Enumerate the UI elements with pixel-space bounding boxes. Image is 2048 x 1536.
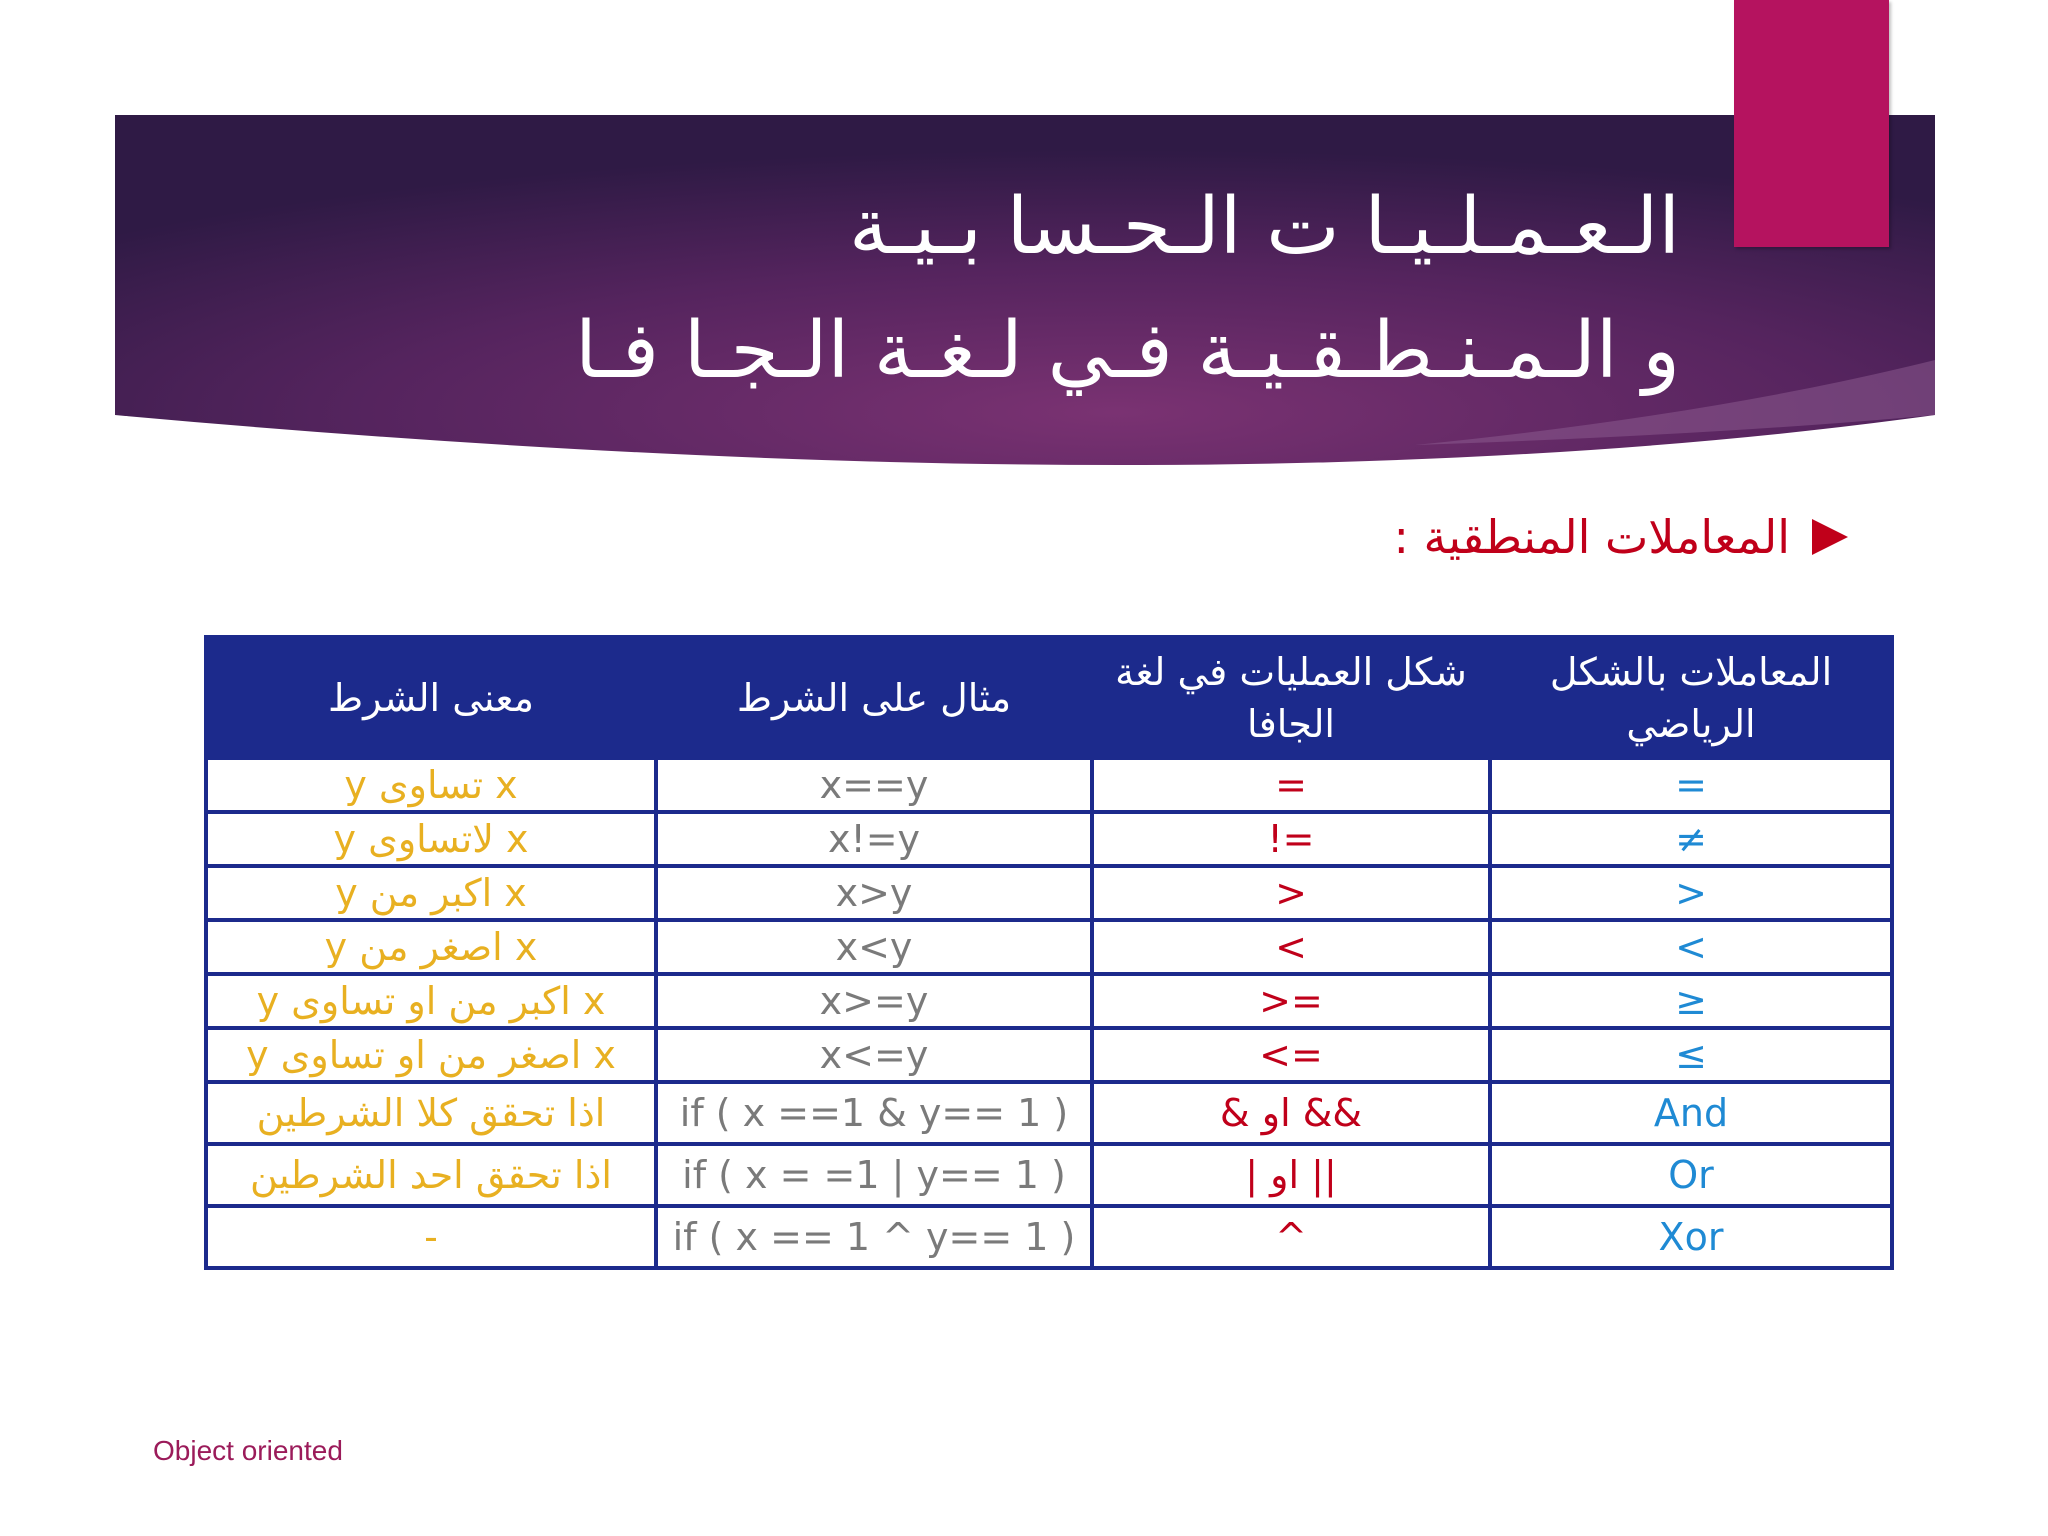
cell-java: & او &&: [1090, 1080, 1492, 1146]
cell-java: <: [1090, 918, 1492, 976]
cell-meaning: x اصغر من او تساوى y: [204, 1026, 658, 1084]
table-row: - if ( x == 1 ^ y== 1 ) ^ Xor: [204, 1204, 1894, 1270]
banner-shape: [115, 115, 1935, 465]
cell-java: !=: [1090, 810, 1492, 868]
cell-example: x>=y: [654, 972, 1094, 1030]
cell-math: =: [1488, 756, 1894, 814]
cell-meaning: x اكبر من او تساوى y: [204, 972, 658, 1030]
cell-math: >: [1488, 864, 1894, 922]
cell-java: >=: [1090, 972, 1492, 1030]
title-banner: [115, 115, 1935, 485]
cell-meaning: x اصغر من y: [204, 918, 658, 976]
cell-math: <: [1488, 918, 1894, 976]
header-math: المعاملات بالشكل الرياضي: [1490, 637, 1894, 758]
table-row: x اصغر من او تساوى y x<=y <= ≤: [204, 1026, 1894, 1084]
section-label: المعاملات المنطقية :: [1393, 510, 1790, 564]
cell-meaning: x اكبر من y: [204, 864, 658, 922]
header-example: مثال على الشرط: [656, 637, 1094, 758]
table-row: x لاتساوى y x!=y != ≠: [204, 810, 1894, 868]
cell-example: x<=y: [654, 1026, 1094, 1084]
cell-java: <=: [1090, 1026, 1492, 1084]
table-row: x تساوى y x==y = =: [204, 756, 1894, 814]
table-row: x اصغر من y x<y < <: [204, 918, 1894, 976]
header-meaning: معنى الشرط: [206, 637, 658, 758]
cell-meaning: اذا تحقق احد الشرطين: [204, 1142, 658, 1208]
accent-tab: [1734, 0, 1889, 247]
table-header-row: معنى الشرط مثال على الشرط شكل العمليات ف…: [206, 637, 1894, 758]
section-heading: المعاملات المنطقية :: [1393, 510, 1848, 564]
table-row: اذا تحقق احد الشرطين if ( x = =1 | y== 1…: [204, 1142, 1894, 1208]
header-java: شكل العمليات في لغة الجافا: [1092, 637, 1492, 758]
cell-meaning: x تساوى y: [204, 756, 658, 814]
slide-title: الـعـمـلـيـا ت الـحـسا بـيـة و الـمـنـطـ…: [200, 165, 1680, 413]
table-row: اذا تحقق كلا الشرطين if ( x ==1 & y== 1 …: [204, 1080, 1894, 1146]
cell-example: if ( x = =1 | y== 1 ): [654, 1142, 1094, 1208]
cell-java: ^: [1090, 1204, 1492, 1270]
cell-math: ≠: [1488, 810, 1894, 868]
title-line-1: الـعـمـلـيـا ت الـحـسا بـيـة: [849, 182, 1680, 272]
title-line-2: و الـمـنـطـقـيـة فـي لـغـة الـجـا فـا: [575, 306, 1680, 396]
cell-java: >: [1090, 864, 1492, 922]
cell-java: =: [1090, 756, 1492, 814]
cell-meaning: x لاتساوى y: [204, 810, 658, 868]
footer-text: Object oriented: [153, 1435, 343, 1466]
cell-meaning: اذا تحقق كلا الشرطين: [204, 1080, 658, 1146]
cell-math: Xor: [1488, 1204, 1894, 1270]
cell-math: ≤: [1488, 1026, 1894, 1084]
cell-java: | او ||: [1090, 1142, 1492, 1208]
cell-example: x==y: [654, 756, 1094, 814]
table-row: x اكبر من y x>y > >: [204, 864, 1894, 922]
cell-example: x<y: [654, 918, 1094, 976]
cell-example: x>y: [654, 864, 1094, 922]
table-row: x اكبر من او تساوى y x>=y >= ≥: [204, 972, 1894, 1030]
cell-math: And: [1488, 1080, 1894, 1146]
cell-example: x!=y: [654, 810, 1094, 868]
cell-meaning: -: [204, 1204, 658, 1270]
cell-math: Or: [1488, 1142, 1894, 1208]
cell-example: if ( x == 1 ^ y== 1 ): [654, 1204, 1094, 1270]
triangle-bullet-icon: [1812, 519, 1848, 555]
cell-math: ≥: [1488, 972, 1894, 1030]
cell-example: if ( x ==1 & y== 1 ): [654, 1080, 1094, 1146]
operators-table: معنى الشرط مثال على الشرط شكل العمليات ف…: [204, 635, 1894, 1270]
